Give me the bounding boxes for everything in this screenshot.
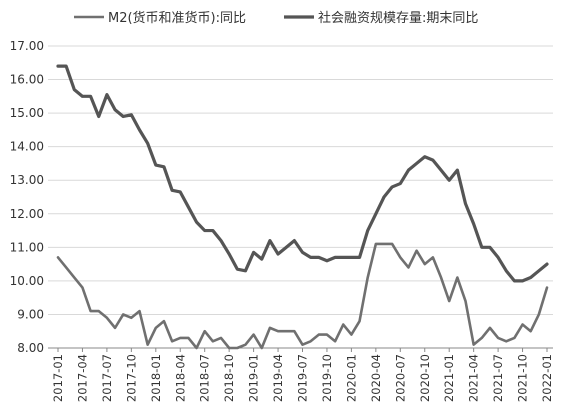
y-tick-label: 14.00: [10, 140, 44, 154]
x-tick-label: 2020-01: [344, 354, 358, 402]
x-tick-label: 2021-07: [491, 354, 505, 402]
legend-label: M2(货币和准货币):同比: [108, 10, 246, 26]
x-tick-label: 2020-04: [369, 354, 383, 402]
x-tick-label: 2017-10: [124, 354, 138, 402]
y-axis: 8.00 9.00 10.00 11.00 12.00 13.00 14.00 15.00 16…: [10, 39, 44, 355]
x-tick-label: 2017-07: [100, 354, 114, 402]
x-axis: 2017-01 2017-04 2017-07 2017-10 2018-01 2018-…: [48, 347, 554, 402]
x-tick-label: 2019-01: [247, 354, 261, 402]
y-tick-label: 11.00: [10, 240, 44, 254]
x-tick-label: 2018-10: [222, 354, 236, 402]
y-tick-label: 17.00: [10, 39, 44, 53]
plot-area: [56, 64, 549, 350]
series-line-m2: [56, 242, 549, 350]
legend-label: 社会融资规模存量:期末同比: [318, 10, 478, 26]
x-tick-label: 2018-04: [173, 354, 187, 402]
x-tick-label: 2021-10: [516, 354, 530, 402]
series-line-social-financing: [56, 64, 549, 283]
x-tick-label: 2020-10: [418, 354, 432, 402]
x-tick-label: 2021-01: [442, 354, 456, 402]
x-tick-label: 2019-04: [271, 354, 285, 402]
y-tick-label: 12.00: [10, 207, 44, 221]
x-tick-label: 2022-01: [540, 354, 554, 402]
x-tick-label: 2017-04: [75, 354, 89, 402]
x-tick-label: 2018-01: [149, 354, 163, 402]
legend: M2(货币和准货币):同比 社会融资规模存量:期末同比: [74, 10, 478, 26]
x-tick-label: 2019-07: [296, 354, 310, 402]
x-tick-label: 2018-07: [198, 354, 212, 402]
x-tick-label: 2021-04: [467, 354, 481, 402]
y-tick-label: 16.00: [10, 73, 44, 87]
y-tick-label: 13.00: [10, 173, 44, 187]
grid-lines: [48, 45, 553, 349]
x-tick-label: 2017-01: [51, 354, 65, 402]
x-tick-label: 2019-10: [320, 354, 334, 402]
y-tick-label: 10.00: [10, 274, 44, 288]
y-tick-label: 15.00: [10, 106, 44, 120]
y-tick-label: 8.00: [17, 341, 44, 355]
y-tick-label: 9.00: [17, 307, 44, 321]
x-tick-label: 2020-07: [393, 354, 407, 402]
